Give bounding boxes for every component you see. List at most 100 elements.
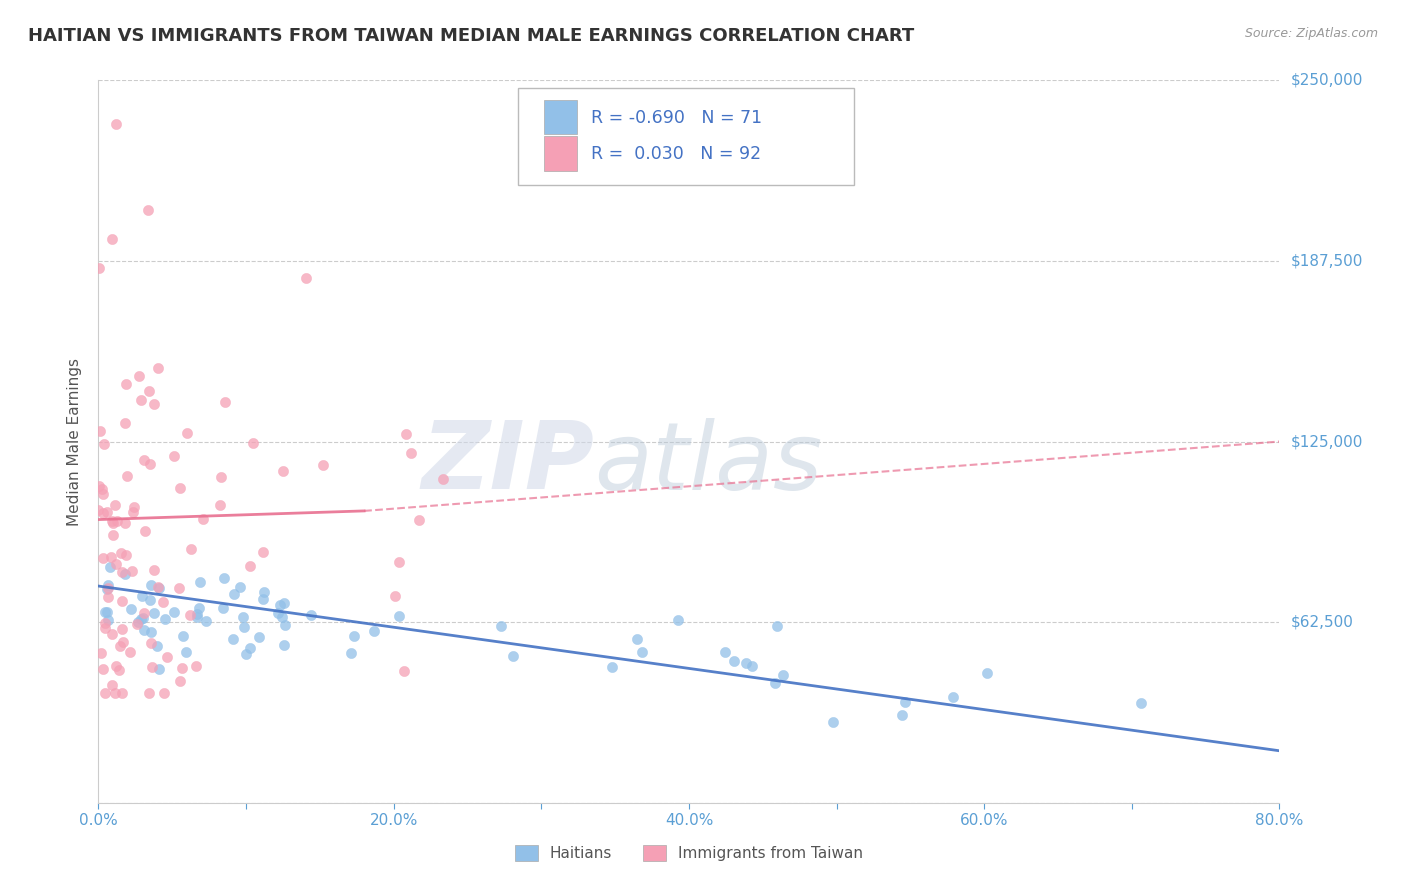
- Point: [299, 608, 322, 623]
- Point: [111, 686, 134, 700]
- Point: [94, 621, 117, 635]
- Text: HAITIAN VS IMMIGRANTS FROM TAIWAN MEDIAN MALE EARNINGS CORRELATION CHART: HAITIAN VS IMMIGRANTS FROM TAIWAN MEDIAN…: [28, 27, 914, 45]
- Point: [142, 563, 165, 577]
- Text: atlas: atlas: [595, 417, 823, 508]
- Point: [174, 645, 197, 659]
- Point: [395, 426, 418, 441]
- Point: [891, 708, 914, 723]
- Point: [110, 546, 132, 560]
- Point: [212, 601, 235, 615]
- Point: [266, 606, 288, 620]
- Point: [104, 686, 127, 700]
- Point: [121, 564, 143, 578]
- Point: [90, 646, 112, 660]
- Text: R =  0.030   N = 92: R = 0.030 N = 92: [591, 145, 761, 163]
- Point: [115, 548, 138, 562]
- Point: [127, 615, 149, 629]
- Point: [894, 695, 917, 709]
- Point: [274, 618, 297, 632]
- Point: [93, 487, 115, 501]
- Point: [208, 498, 231, 512]
- Point: [141, 577, 163, 591]
- Point: [105, 557, 128, 571]
- Point: [184, 659, 207, 673]
- Point: [489, 619, 512, 633]
- Point: [105, 659, 128, 673]
- Point: [176, 425, 198, 440]
- Point: [188, 601, 211, 615]
- Point: [141, 624, 163, 639]
- Point: [122, 500, 145, 514]
- Point: [89, 479, 111, 493]
- Point: [224, 587, 246, 601]
- Text: $62,500: $62,500: [1291, 615, 1354, 630]
- FancyBboxPatch shape: [544, 100, 576, 135]
- Point: [101, 528, 124, 542]
- Point: [98, 560, 121, 574]
- Point: [136, 203, 159, 218]
- Point: [214, 395, 236, 409]
- FancyBboxPatch shape: [517, 87, 855, 185]
- Point: [394, 665, 416, 679]
- Point: [128, 369, 150, 384]
- Point: [212, 571, 235, 585]
- Point: [432, 472, 454, 486]
- Point: [600, 659, 623, 673]
- Point: [114, 566, 136, 581]
- Point: [118, 645, 141, 659]
- Text: Source: ZipAtlas.com: Source: ZipAtlas.com: [1244, 27, 1378, 40]
- Point: [169, 481, 191, 495]
- Point: [101, 678, 124, 692]
- Legend: Haitians, Immigrants from Taiwan: Haitians, Immigrants from Taiwan: [509, 839, 869, 867]
- Point: [93, 662, 115, 676]
- Point: [131, 589, 153, 603]
- Point: [141, 660, 163, 674]
- Point: [626, 632, 648, 647]
- Point: [252, 591, 274, 606]
- Point: [134, 607, 156, 621]
- Point: [190, 574, 212, 589]
- Point: [96, 605, 118, 619]
- Point: [772, 668, 794, 682]
- Point: [232, 610, 254, 624]
- Point: [384, 589, 406, 603]
- Point: [209, 470, 232, 484]
- Point: [232, 620, 254, 634]
- Point: [101, 514, 124, 528]
- Point: [311, 458, 333, 472]
- Point: [111, 622, 134, 636]
- Point: [273, 639, 295, 653]
- Point: [238, 641, 260, 656]
- Point: [823, 714, 845, 729]
- Point: [101, 232, 124, 246]
- Point: [125, 617, 148, 632]
- Text: $250,000: $250,000: [1291, 73, 1362, 87]
- Point: [340, 646, 363, 660]
- Point: [108, 640, 131, 654]
- Point: [156, 649, 179, 664]
- Point: [91, 550, 114, 565]
- Point: [195, 614, 218, 628]
- FancyBboxPatch shape: [544, 136, 576, 170]
- Point: [252, 545, 274, 559]
- Point: [138, 686, 160, 700]
- Point: [363, 624, 385, 639]
- Text: ZIP: ZIP: [422, 417, 595, 509]
- Point: [191, 512, 214, 526]
- Point: [713, 645, 735, 659]
- Point: [179, 608, 201, 623]
- Point: [942, 690, 965, 704]
- Point: [96, 505, 118, 519]
- Point: [115, 469, 138, 483]
- Point: [388, 556, 411, 570]
- Point: [271, 464, 294, 478]
- Text: R = -0.690   N = 71: R = -0.690 N = 71: [591, 109, 762, 127]
- Point: [295, 271, 318, 285]
- Point: [129, 612, 152, 626]
- Point: [343, 629, 366, 643]
- Point: [89, 424, 111, 438]
- Point: [229, 580, 252, 594]
- Point: [976, 666, 998, 681]
- Point: [91, 506, 114, 520]
- Point: [87, 503, 110, 517]
